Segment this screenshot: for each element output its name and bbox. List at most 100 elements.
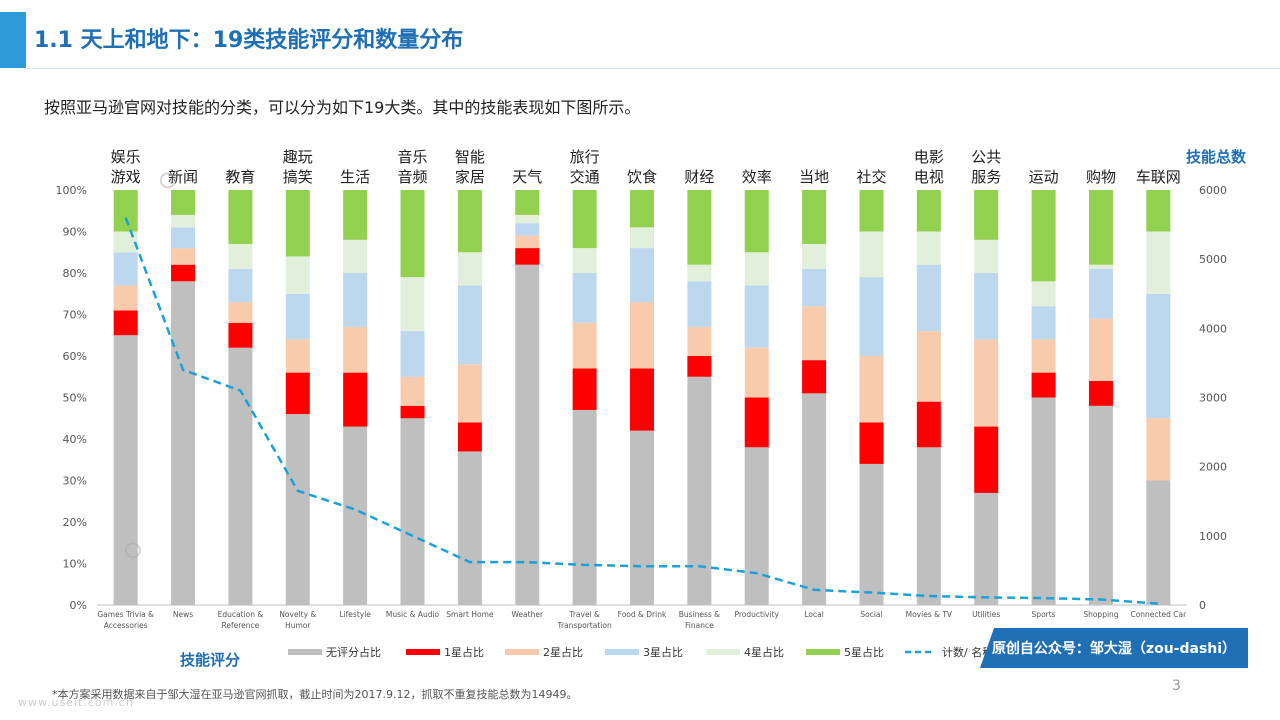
bar-segment bbox=[343, 273, 368, 327]
source-banner: 原创自公众号：邹大湿（zou-dashi） bbox=[980, 628, 1248, 668]
bar-segment bbox=[285, 414, 310, 605]
bar-segment bbox=[744, 285, 769, 348]
category-label-en: Smart Home bbox=[446, 610, 494, 619]
legend-label: 无评分占比 bbox=[326, 645, 381, 659]
bar-segment bbox=[343, 326, 368, 373]
bar-segment bbox=[916, 190, 941, 232]
bar-segment bbox=[802, 393, 827, 605]
category-label-en: Business & bbox=[679, 610, 720, 619]
category-label-cn: 音乐 bbox=[398, 148, 428, 166]
bar-segment bbox=[630, 190, 654, 228]
category-label-cn: 社交 bbox=[856, 168, 886, 186]
bar-segment bbox=[1088, 380, 1113, 406]
category-label-en: Social bbox=[860, 610, 882, 619]
legend-swatch bbox=[706, 649, 740, 655]
y-tick-label: 100% bbox=[56, 184, 87, 197]
intro-text: 按照亚马逊官网对技能的分类，可以分为如下19大类。其中的技能表现如下图所示。 bbox=[44, 98, 641, 117]
bar-segment bbox=[974, 273, 999, 340]
bar-segment bbox=[457, 252, 482, 286]
category-label-cn: 旅行 bbox=[570, 148, 600, 166]
bar-segment bbox=[1146, 418, 1171, 481]
category-label-en: Music & Audio bbox=[386, 610, 440, 619]
bar-segment bbox=[457, 364, 482, 423]
bar-segment bbox=[171, 281, 196, 605]
category-label-cn: 娱乐 bbox=[111, 148, 141, 166]
bar-segment bbox=[1146, 190, 1171, 232]
y-tick-label: 30% bbox=[63, 475, 87, 488]
y-tick-label: 10% bbox=[63, 558, 87, 571]
bar-segment bbox=[343, 372, 368, 427]
category-label-en: Lifestyle bbox=[339, 610, 371, 619]
bar-segment bbox=[171, 190, 196, 215]
bar-segment bbox=[400, 376, 425, 406]
category-label-en: Food & Drink bbox=[618, 610, 667, 619]
category-label-cn: 家居 bbox=[455, 168, 485, 186]
bar-segment bbox=[687, 376, 712, 605]
bar-segment bbox=[171, 264, 196, 282]
bar-segment bbox=[171, 214, 196, 228]
bar-segment bbox=[802, 268, 827, 307]
bar-segment bbox=[457, 190, 482, 253]
bar-segment bbox=[974, 492, 999, 605]
category-label-en: Connected Car bbox=[1130, 610, 1187, 619]
y-tick-label: 70% bbox=[63, 309, 87, 322]
bar-segment bbox=[515, 214, 540, 224]
bar-segment bbox=[572, 409, 597, 605]
category-label-cn: 天气 bbox=[512, 168, 542, 186]
bar-segment bbox=[1031, 281, 1056, 307]
bar-segment bbox=[802, 306, 827, 361]
bar-segment bbox=[400, 418, 425, 605]
legend-label: 2星占比 bbox=[543, 645, 583, 659]
category-label-en: Reference bbox=[222, 621, 260, 630]
bar-segment bbox=[916, 447, 941, 605]
category-label-cn: 音频 bbox=[398, 168, 428, 186]
bar-segment bbox=[228, 322, 253, 348]
category-label-cn: 搞笑 bbox=[283, 168, 313, 186]
bar-segment bbox=[113, 285, 138, 311]
legend-label: 3星占比 bbox=[643, 645, 683, 659]
bar-segment bbox=[687, 190, 712, 265]
bar-segment bbox=[744, 347, 769, 398]
bar-segment bbox=[1031, 339, 1056, 373]
legend-label: 5星占比 bbox=[844, 645, 884, 659]
category-label-en: Productivity bbox=[735, 610, 780, 619]
category-label-en: Games Trivia & bbox=[97, 610, 154, 619]
bar-segment bbox=[1146, 293, 1171, 419]
legend-swatch bbox=[288, 649, 322, 655]
bar-segment bbox=[572, 273, 597, 323]
bar-segment bbox=[802, 190, 827, 244]
bar-segment bbox=[285, 256, 310, 294]
legend-label: 4星占比 bbox=[744, 645, 784, 659]
bar-segment bbox=[630, 227, 654, 249]
bar-segment bbox=[859, 190, 884, 232]
bar-segment bbox=[859, 463, 884, 605]
legend-swatch bbox=[806, 649, 840, 655]
y-tick-label: 50% bbox=[63, 392, 87, 405]
category-label-en: Accessories bbox=[104, 621, 148, 630]
category-label-cn: 服务 bbox=[971, 168, 1001, 186]
bar-segment bbox=[400, 190, 425, 278]
bar-segment bbox=[228, 268, 253, 303]
footnote: *本方案采用数据来自于邹大湿在亚马逊官网抓取，截止时间为2017.9.12，抓取… bbox=[52, 688, 578, 701]
category-label-cn: 交通 bbox=[570, 168, 600, 186]
bar-segment bbox=[285, 190, 310, 257]
bar-segment bbox=[687, 281, 712, 327]
bar-segment bbox=[343, 239, 368, 273]
bar-segment bbox=[285, 339, 310, 373]
y2-tick-label: 2000 bbox=[1199, 461, 1227, 474]
bar-segment bbox=[400, 331, 425, 377]
bar-segment bbox=[974, 239, 999, 273]
y2-tick-label: 1000 bbox=[1199, 530, 1227, 543]
bar-segment bbox=[400, 277, 425, 332]
y2-tick-label: 5000 bbox=[1199, 253, 1227, 266]
bar-segment bbox=[630, 368, 654, 431]
bar-segment bbox=[744, 397, 769, 448]
bar-segment bbox=[171, 227, 196, 249]
y2-tick-label: 4000 bbox=[1199, 322, 1227, 335]
bar-segment bbox=[515, 248, 540, 265]
bar-segment bbox=[859, 231, 884, 278]
bar-segment bbox=[630, 302, 654, 369]
bar-segment bbox=[515, 223, 540, 236]
bar-segment bbox=[1031, 190, 1056, 282]
bar-segment bbox=[916, 231, 941, 265]
